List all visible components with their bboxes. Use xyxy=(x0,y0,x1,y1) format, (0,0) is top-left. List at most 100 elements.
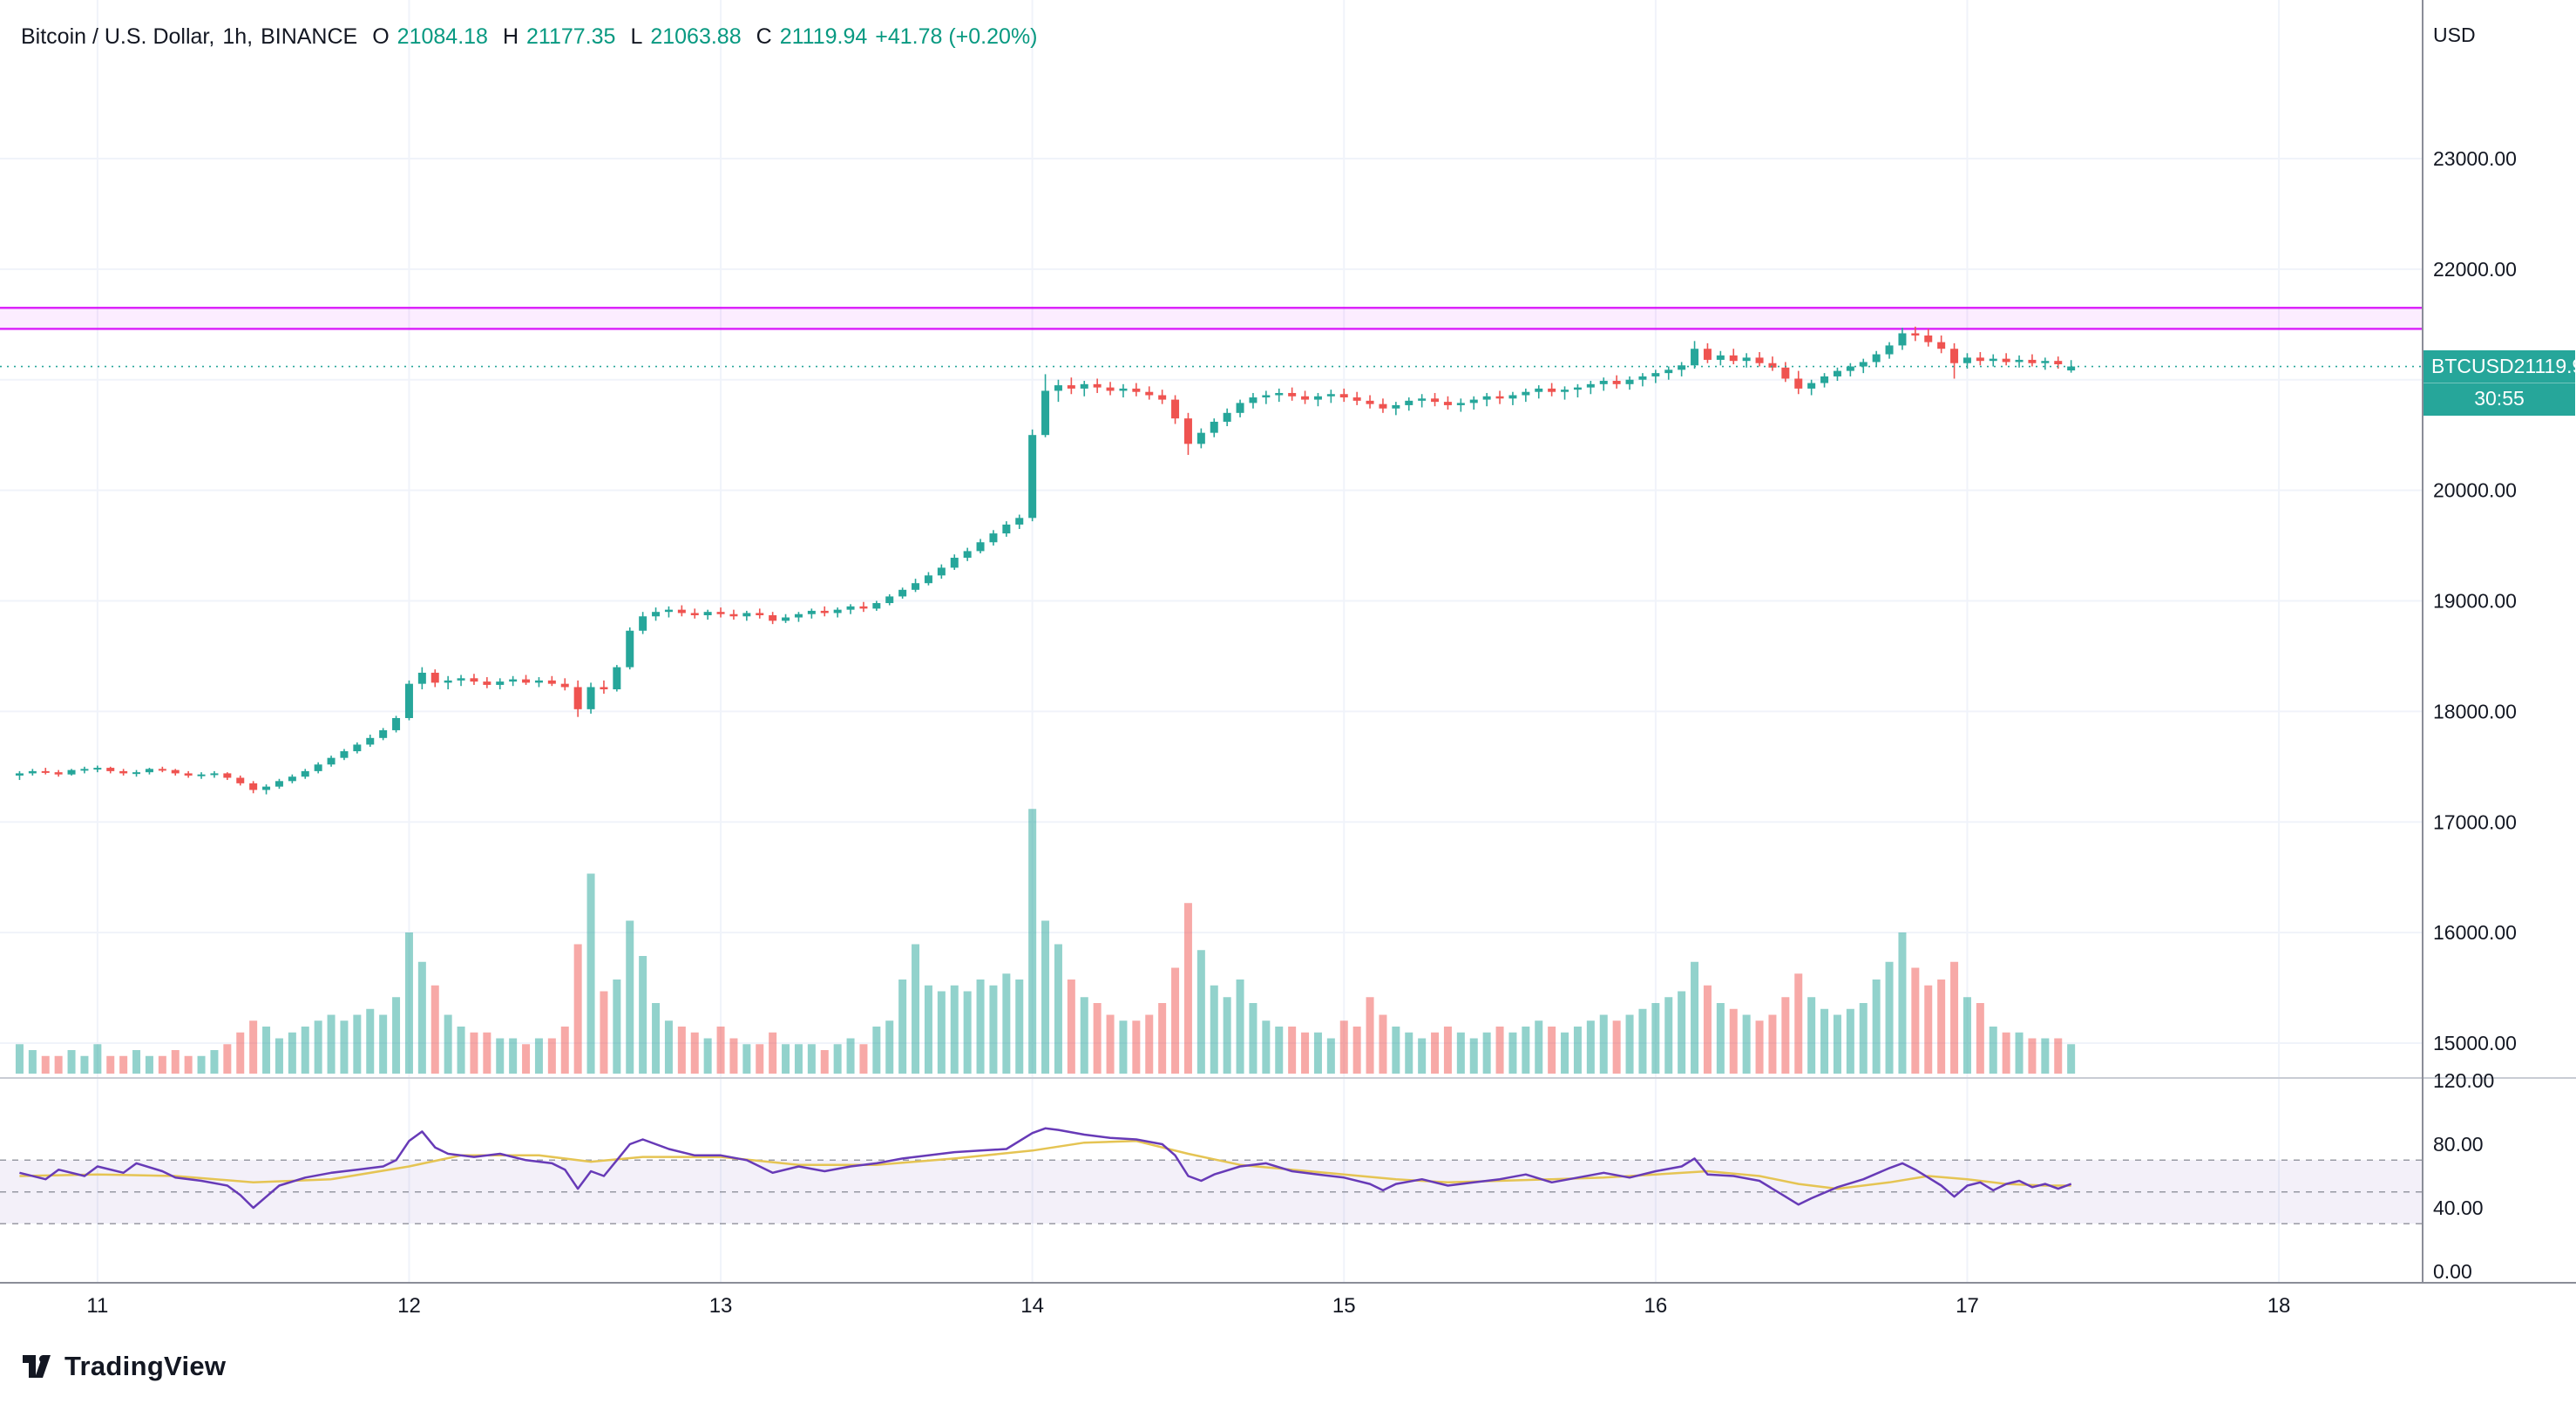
volume-bar xyxy=(223,1044,232,1074)
chart-legend[interactable]: Bitcoin / U.S. Dollar, 1h, BINANCE O 210… xyxy=(21,24,1038,50)
candle-body xyxy=(1171,399,1180,419)
low-value: 21063.88 xyxy=(650,24,742,49)
indicator-axis-label: 40.00 xyxy=(2433,1196,2484,1219)
candle-body xyxy=(1612,381,1621,384)
candle-body xyxy=(1249,397,1257,403)
candle-body xyxy=(1898,333,1907,346)
candle-body xyxy=(522,679,531,683)
candle-body xyxy=(560,683,569,688)
candle-body xyxy=(1469,399,1478,403)
volume-bar xyxy=(1145,1014,1154,1074)
volume-bar xyxy=(1183,903,1192,1074)
volume-bar xyxy=(379,1014,388,1074)
price-axis-label: 15000.00 xyxy=(2433,1032,2517,1054)
volume-bar xyxy=(1275,1027,1284,1074)
badge-countdown: 30:55 xyxy=(2423,382,2575,416)
symbol-title[interactable]: Bitcoin / U.S. Dollar, xyxy=(21,24,215,49)
price-axis-label: 17000.00 xyxy=(2433,810,2517,833)
volume-bar xyxy=(1976,1003,1984,1074)
candle-body xyxy=(1885,345,1894,355)
candle-body xyxy=(1522,391,1530,396)
candle-body xyxy=(885,596,894,604)
candle-body xyxy=(1418,398,1427,401)
candle-body xyxy=(1067,385,1075,389)
volume-bar xyxy=(327,1014,336,1074)
candle-body xyxy=(184,773,193,776)
volume-bar xyxy=(236,1032,245,1074)
candle-body xyxy=(1301,396,1310,400)
volume-bar xyxy=(1106,1014,1115,1074)
volume-bar xyxy=(937,991,946,1074)
candle-body xyxy=(275,781,283,787)
candle-body xyxy=(1002,524,1011,534)
candle-body xyxy=(534,680,543,683)
candle-body xyxy=(1288,392,1297,397)
candle-body xyxy=(1275,392,1284,396)
candle-body xyxy=(1768,363,1777,368)
candle-body xyxy=(417,672,426,684)
current-price-badge: BTCUSD 21119.94 30:55 xyxy=(2423,349,2576,416)
time-axis-label: 11 xyxy=(86,1294,108,1318)
main-chart-pane[interactable] xyxy=(0,0,2423,1078)
volume-bar xyxy=(885,1020,894,1074)
candle-body xyxy=(547,680,556,684)
candle-body xyxy=(379,729,388,738)
time-axis[interactable] xyxy=(0,1283,2576,1335)
volume-bar xyxy=(67,1050,76,1074)
volume-bar xyxy=(1041,920,1050,1074)
candle-body xyxy=(249,783,258,790)
volume-bar xyxy=(430,985,439,1074)
candle-body xyxy=(1223,412,1231,422)
high-value: 21177.35 xyxy=(526,24,616,49)
candle-body xyxy=(626,630,634,668)
candle-body xyxy=(846,606,855,610)
candle-body xyxy=(729,613,738,617)
volume-bar xyxy=(859,1044,868,1074)
interval-label[interactable]: 1h, xyxy=(222,24,254,49)
volume-bar xyxy=(1846,1008,1854,1074)
change-value: +41.78 (+0.20%) xyxy=(875,24,1038,49)
tradingview-logo[interactable]: TradingView xyxy=(23,1351,226,1382)
volume-bar xyxy=(690,1032,699,1074)
candle-body xyxy=(483,681,491,685)
exchange-label[interactable]: BINANCE xyxy=(261,24,358,49)
candle-body xyxy=(1963,357,1971,363)
candle-body xyxy=(1625,379,1634,384)
volume-bar xyxy=(716,1027,725,1074)
volume-bar xyxy=(950,985,959,1074)
volume-bar xyxy=(404,932,413,1074)
rsi-line xyxy=(19,1127,2072,1210)
candle-body xyxy=(15,773,24,776)
candle-body xyxy=(2028,359,2037,363)
candle-body xyxy=(1015,518,1024,525)
volume-bar xyxy=(846,1038,855,1074)
candle-body xyxy=(716,612,725,614)
candle-body xyxy=(1573,387,1582,390)
candle-body xyxy=(288,776,296,782)
candle-body xyxy=(41,770,50,773)
volume-bar xyxy=(1781,997,1790,1074)
indicator-axis-label: 120.00 xyxy=(2433,1069,2494,1092)
price-axis[interactable] xyxy=(2423,0,2576,1283)
price-axis-label: 18000.00 xyxy=(2433,700,2517,722)
volume-bar xyxy=(1924,985,1933,1074)
candle-body xyxy=(1678,365,1686,370)
volume-bar xyxy=(1508,1032,1517,1074)
candle-body xyxy=(1976,357,1984,362)
volume-bar xyxy=(898,980,907,1074)
candle-body xyxy=(1729,355,1738,362)
candle-body xyxy=(1924,336,1933,342)
candle-body xyxy=(314,764,322,771)
indicator-pane[interactable] xyxy=(0,1078,2423,1283)
volume-bar xyxy=(483,1032,491,1074)
candle-body xyxy=(989,533,998,543)
candle-body xyxy=(1028,435,1037,519)
volume-bar xyxy=(1678,991,1686,1074)
candle-body xyxy=(340,751,349,758)
volume-bar xyxy=(1963,997,1971,1074)
volume-bar xyxy=(1703,985,1712,1074)
volume-bar xyxy=(1469,1038,1478,1074)
volume-bar xyxy=(1599,1014,1608,1074)
volume-bar xyxy=(288,1032,296,1074)
